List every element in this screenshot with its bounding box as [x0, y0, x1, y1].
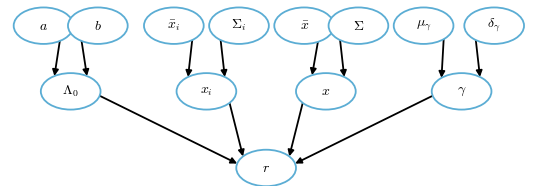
Ellipse shape [296, 73, 356, 110]
Text: $\gamma$: $\gamma$ [457, 84, 466, 98]
Text: $a$: $a$ [39, 19, 48, 33]
Text: $x$: $x$ [321, 84, 331, 98]
Ellipse shape [464, 7, 524, 44]
Ellipse shape [14, 7, 74, 44]
Ellipse shape [274, 7, 334, 44]
Ellipse shape [432, 73, 491, 110]
Ellipse shape [68, 7, 128, 44]
Ellipse shape [329, 7, 388, 44]
Text: $x_i$: $x_i$ [200, 84, 213, 98]
Ellipse shape [237, 150, 296, 186]
Text: $\Sigma$: $\Sigma$ [353, 19, 364, 33]
Text: $\bar{x}_i$: $\bar{x}_i$ [167, 18, 181, 33]
Ellipse shape [394, 7, 454, 44]
Text: $\Sigma_i$: $\Sigma_i$ [231, 18, 247, 33]
Text: $r$: $r$ [262, 161, 270, 175]
Text: $\delta_\gamma$: $\delta_\gamma$ [488, 17, 501, 34]
Ellipse shape [144, 7, 204, 44]
Text: $\mu_\gamma$: $\mu_\gamma$ [416, 19, 432, 33]
Text: $b$: $b$ [94, 19, 102, 33]
Ellipse shape [41, 73, 101, 110]
Ellipse shape [209, 7, 269, 44]
Text: $\Lambda_0$: $\Lambda_0$ [63, 84, 79, 99]
Text: $\bar{x}$: $\bar{x}$ [300, 19, 309, 33]
Ellipse shape [177, 73, 237, 110]
